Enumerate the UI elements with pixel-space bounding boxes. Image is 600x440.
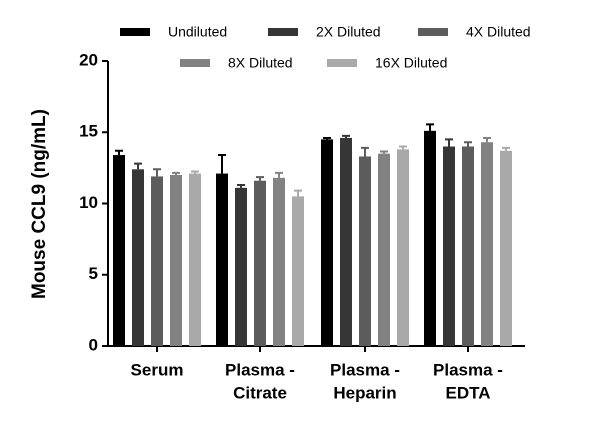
x-tick-label: EDTA: [445, 383, 490, 402]
bar: [113, 155, 125, 346]
x-tick-label: Heparin: [333, 383, 396, 402]
error-bar: [380, 150, 388, 154]
y-tick-label: 5: [89, 264, 98, 283]
legend-label: Undiluted: [168, 24, 227, 40]
y-tick-label: 15: [79, 122, 98, 141]
legend-swatch: [120, 28, 150, 36]
bar: [254, 180, 266, 346]
error-bar: [115, 149, 123, 156]
legend-label: 8X Diluted: [228, 55, 293, 71]
bar: [216, 173, 228, 346]
error-bar: [218, 154, 226, 174]
bar: [481, 142, 493, 346]
x-tick-label: Plasma -: [330, 360, 400, 379]
bar: [292, 196, 304, 346]
error-bar: [399, 145, 407, 150]
bar: [340, 137, 352, 346]
y-tick-label: 10: [79, 193, 98, 212]
bar: [321, 139, 333, 346]
error-bar: [361, 146, 369, 157]
error-bar: [237, 183, 245, 188]
legend-label: 4X Diluted: [466, 24, 531, 40]
error-bar: [323, 136, 331, 140]
legend-swatch: [327, 59, 357, 67]
y-tick-label: 20: [79, 50, 98, 69]
legend-label: 16X Diluted: [375, 55, 447, 71]
error-bar: [134, 162, 142, 170]
error-bar: [464, 141, 472, 147]
x-tick-label: Citrate: [233, 383, 287, 402]
bar: [170, 175, 182, 346]
y-tick-label: 0: [89, 335, 98, 354]
error-bar: [191, 170, 199, 174]
bar: [397, 149, 409, 346]
error-bar: [294, 189, 302, 197]
bar: [378, 153, 390, 346]
error-bar: [342, 134, 350, 138]
y-axis-label: Mouse CCL9 (ng/mL): [29, 109, 50, 299]
bar: [273, 177, 285, 346]
bar: [462, 146, 474, 346]
legend-swatch: [418, 28, 448, 36]
bar: [189, 173, 201, 346]
x-tick-label: Plasma -: [225, 360, 295, 379]
error-bar: [256, 176, 264, 181]
error-bar: [483, 136, 491, 143]
bar: [359, 156, 371, 346]
bar: [424, 130, 436, 346]
error-bar: [502, 146, 510, 151]
bar: [443, 146, 455, 346]
error-bar: [172, 171, 180, 175]
error-bar: [275, 171, 283, 178]
error-bar: [445, 138, 453, 147]
x-tick-label: Plasma -: [433, 360, 503, 379]
error-bar: [426, 123, 434, 131]
legend-label: 2X Diluted: [316, 24, 381, 40]
bar: [500, 150, 512, 346]
bar: [132, 169, 144, 346]
legend-swatch: [180, 59, 210, 67]
bar: [151, 176, 163, 346]
error-bar: [153, 168, 161, 177]
x-tick-label: Serum: [131, 360, 184, 379]
bar: [235, 187, 247, 346]
legend-swatch: [268, 28, 298, 36]
